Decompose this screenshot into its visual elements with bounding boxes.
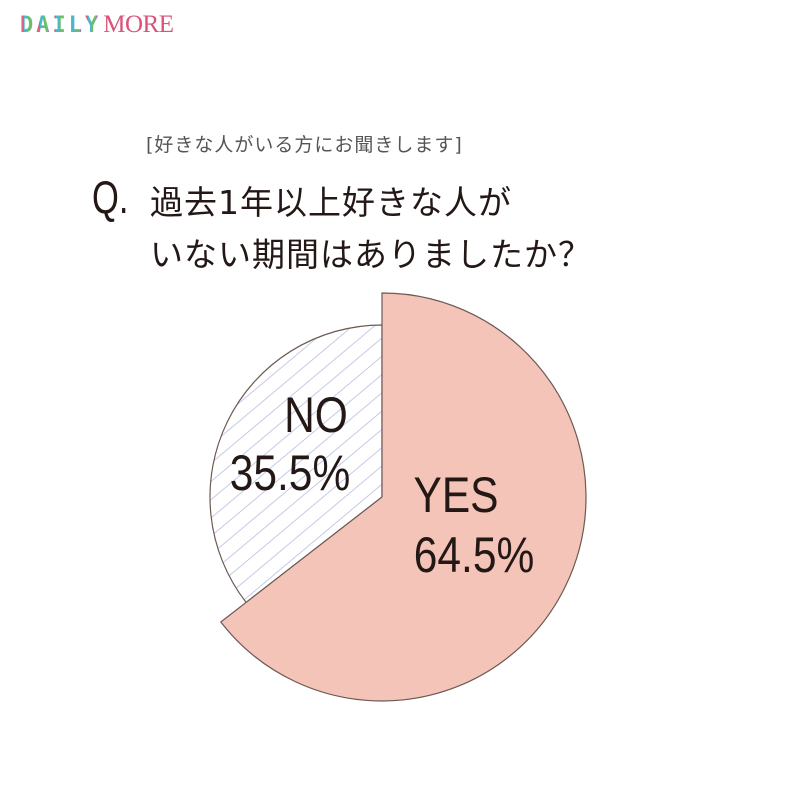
slice-name-yes: YES: [413, 467, 498, 523]
subtitle: [好きな人がいる方にお聞きします]: [146, 134, 463, 156]
logo-more: MORE: [103, 11, 174, 38]
pie-slice-yes: [219, 292, 587, 702]
slice-name-no: NO: [284, 387, 348, 443]
logo-daily: DAILY: [20, 12, 102, 38]
logo: DAILY MORE: [20, 10, 174, 40]
question-line-2: いない期間はありましたか？: [150, 235, 592, 274]
pie-slice-no: [209, 324, 383, 604]
question-line-1: 過去1年以上好きな人が: [150, 183, 512, 222]
question-prefix: Q.: [92, 171, 129, 223]
slice-label-no: 35.5%: [230, 445, 350, 501]
slice-label-yes: 64.5%: [414, 527, 534, 583]
